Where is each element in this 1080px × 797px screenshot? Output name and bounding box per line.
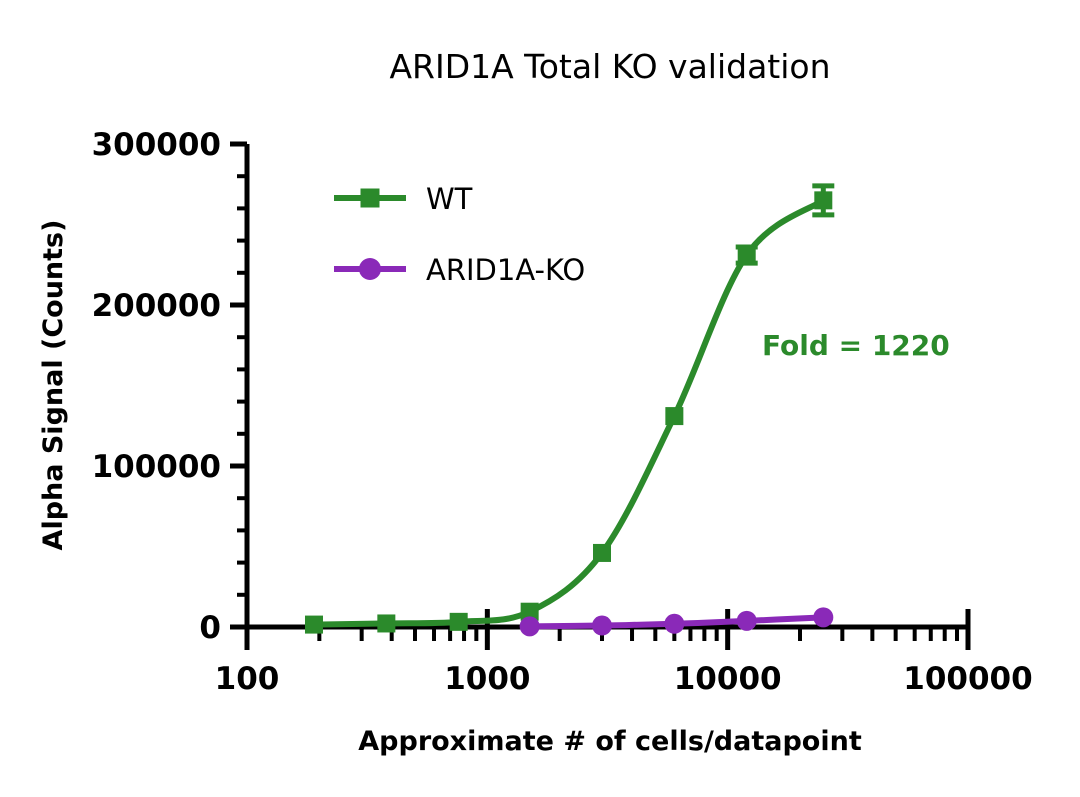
legend-entry-wt: WT xyxy=(334,182,473,216)
legend-entry-arid1a-ko: ARID1A-KO xyxy=(334,253,585,287)
data-point-marker xyxy=(664,613,685,634)
legend-marker-square xyxy=(360,188,380,208)
data-point-marker xyxy=(520,602,539,621)
data-series-layer xyxy=(304,183,835,637)
x-tick-label: 100000 xyxy=(903,661,1032,697)
axes-layer: 0 100000 200000 300000 100 1000 10000 100000 xyxy=(92,127,1033,697)
fold-annotation: Fold = 1220 xyxy=(762,329,950,362)
data-point-marker xyxy=(814,191,833,210)
data-point-marker xyxy=(449,612,468,631)
x-tick-label: 10000 xyxy=(674,661,782,697)
chart-legend: WT ARID1A-KO xyxy=(334,182,585,287)
data-point-marker xyxy=(519,616,540,637)
x-axis-title: Approximate # of cells/datapoint xyxy=(358,726,862,757)
data-point-marker xyxy=(736,610,757,631)
data-point-marker xyxy=(593,543,612,562)
series-arid1a-ko xyxy=(519,607,834,637)
x-tick-label: 1000 xyxy=(444,661,530,697)
series-wt xyxy=(304,183,835,634)
legend-label: WT xyxy=(426,182,473,216)
data-point-marker xyxy=(377,614,396,633)
x-tick-label: 100 xyxy=(215,661,280,697)
data-point-marker xyxy=(304,615,323,634)
data-point-marker xyxy=(813,607,834,628)
y-axis-title: Alpha Signal (Counts) xyxy=(38,220,69,551)
y-tick-label: 100000 xyxy=(92,449,221,485)
annotation-layer: Fold = 1220 xyxy=(762,329,950,362)
data-point-marker xyxy=(665,407,684,426)
y-tick-label: 300000 xyxy=(92,127,221,163)
data-point-marker xyxy=(592,615,613,636)
legend-marker-circle xyxy=(359,258,381,280)
data-point-marker xyxy=(737,246,756,265)
y-tick-label: 0 xyxy=(199,610,221,646)
legend-label: ARID1A-KO xyxy=(426,253,585,287)
chart-title: ARID1A Total KO validation xyxy=(389,47,830,86)
y-tick-label: 200000 xyxy=(92,288,221,324)
